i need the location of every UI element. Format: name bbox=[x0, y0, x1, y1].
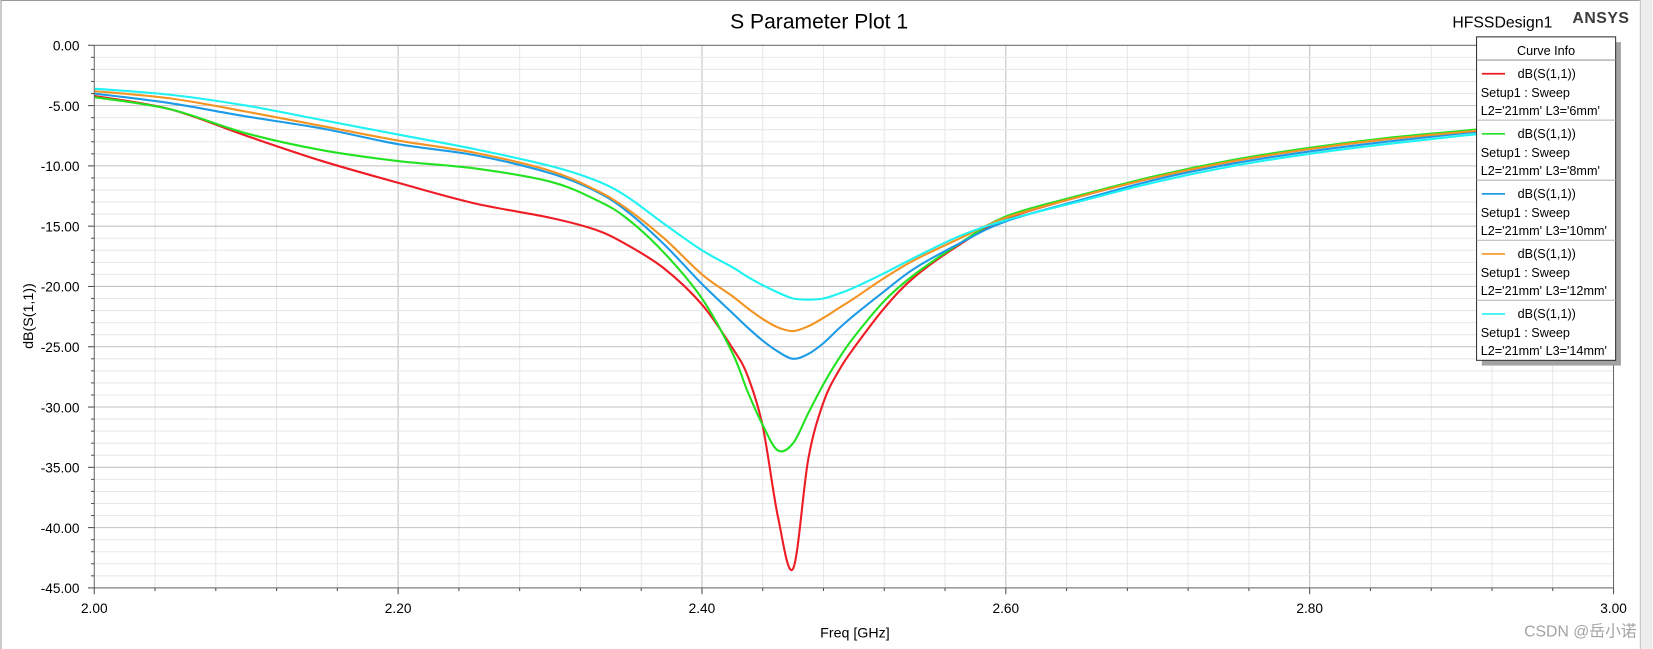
legend-title: Curve Info bbox=[1517, 44, 1575, 58]
legend-trace-name: dB(S(1,1)) bbox=[1518, 127, 1576, 141]
legend-setup: Setup1 : Sweep bbox=[1481, 206, 1570, 220]
legend-entry[interactable]: dB(S(1,1)) Setup1 : Sweep L2='21mm' L3='10… bbox=[1476, 187, 1616, 241]
legend[interactable]: Curve Info dB(S(1,1)) Setup1 : Sweep L2='2… bbox=[1476, 36, 1621, 366]
legend-variation: L2='21mm' L3='8mm' bbox=[1481, 164, 1600, 178]
x-axis-label: Freq [GHz] bbox=[820, 625, 890, 641]
x-tick-label: 2.60 bbox=[992, 601, 1019, 616]
y-tick-label: -25.00 bbox=[41, 340, 80, 355]
y-tick-label: -45.00 bbox=[41, 581, 80, 596]
y-tick-label: -30.00 bbox=[41, 400, 80, 415]
legend-entry[interactable]: dB(S(1,1)) Setup1 : Sweep L2='21mm' L3='12… bbox=[1476, 247, 1616, 301]
x-tick-label: 2.20 bbox=[385, 601, 412, 616]
legend-entry[interactable]: dB(S(1,1)) Setup1 : Sweep L2='21mm' L3='14… bbox=[1481, 307, 1607, 358]
legend-entry[interactable]: dB(S(1,1)) Setup1 : Sweep L2='21mm' L3='6m… bbox=[1476, 67, 1616, 121]
y-axis-label: dB(S(1,1)) bbox=[21, 283, 37, 349]
legend-setup: Setup1 : Sweep bbox=[1481, 146, 1570, 160]
plot-title: S Parameter Plot 1 bbox=[730, 10, 908, 33]
y-tick-label: -10.00 bbox=[41, 159, 80, 174]
y-tick-label: -5.00 bbox=[48, 99, 80, 114]
legend-variation: L2='21mm' L3='14mm' bbox=[1481, 344, 1607, 358]
legend-trace-name: dB(S(1,1)) bbox=[1518, 187, 1576, 201]
series-line-4[interactable] bbox=[94, 90, 1614, 333]
y-tick-label: 0.00 bbox=[53, 39, 80, 54]
x-tick-label: 2.40 bbox=[689, 601, 716, 616]
series-line-5[interactable] bbox=[94, 87, 1614, 301]
y-tick-label: -20.00 bbox=[41, 280, 80, 295]
window-side-panel bbox=[1639, 0, 1653, 649]
legend-trace-name: dB(S(1,1)) bbox=[1518, 307, 1576, 321]
y-tick-label: -15.00 bbox=[41, 219, 80, 234]
ansys-logo: ANSYS bbox=[1572, 10, 1629, 27]
legend-trace-name: dB(S(1,1)) bbox=[1518, 247, 1576, 261]
legend-variation: L2='21mm' L3='12mm' bbox=[1481, 284, 1607, 298]
legend-variation: L2='21mm' L3='6mm' bbox=[1481, 104, 1600, 118]
legend-setup: Setup1 : Sweep bbox=[1481, 86, 1570, 100]
legend-box bbox=[1476, 36, 1617, 361]
x-tick-label: 3.00 bbox=[1600, 601, 1627, 616]
legend-setup: Setup1 : Sweep bbox=[1481, 266, 1570, 280]
watermark: CSDN @岳小诺 bbox=[1524, 622, 1637, 640]
legend-setup: Setup1 : Sweep bbox=[1481, 326, 1570, 340]
grid bbox=[94, 45, 1614, 588]
legend-entry[interactable]: dB(S(1,1)) Setup1 : Sweep L2='21mm' L3='8m… bbox=[1476, 127, 1616, 181]
y-tick-label: -40.00 bbox=[41, 521, 80, 536]
legend-variation: L2='21mm' L3='10mm' bbox=[1481, 224, 1607, 238]
y-tick-label: -35.00 bbox=[41, 461, 80, 476]
series-line-3[interactable] bbox=[94, 92, 1614, 360]
x-tick-label: 2.80 bbox=[1296, 601, 1323, 616]
legend-trace-name: dB(S(1,1)) bbox=[1518, 67, 1576, 81]
x-tick-label: 2.00 bbox=[81, 601, 108, 616]
axis-ticks: 2.00 2.20 2.40 2.60 2.80 3.00 0.00 -5.00 -10.00 -… bbox=[41, 39, 1628, 617]
series-line-2[interactable] bbox=[94, 96, 1614, 453]
design-name: HFSSDesign1 bbox=[1452, 14, 1552, 31]
legend-entries: dB(S(1,1)) Setup1 : Sweep L2='21mm' L3='6m… bbox=[1476, 67, 1616, 358]
series-group bbox=[94, 87, 1614, 572]
